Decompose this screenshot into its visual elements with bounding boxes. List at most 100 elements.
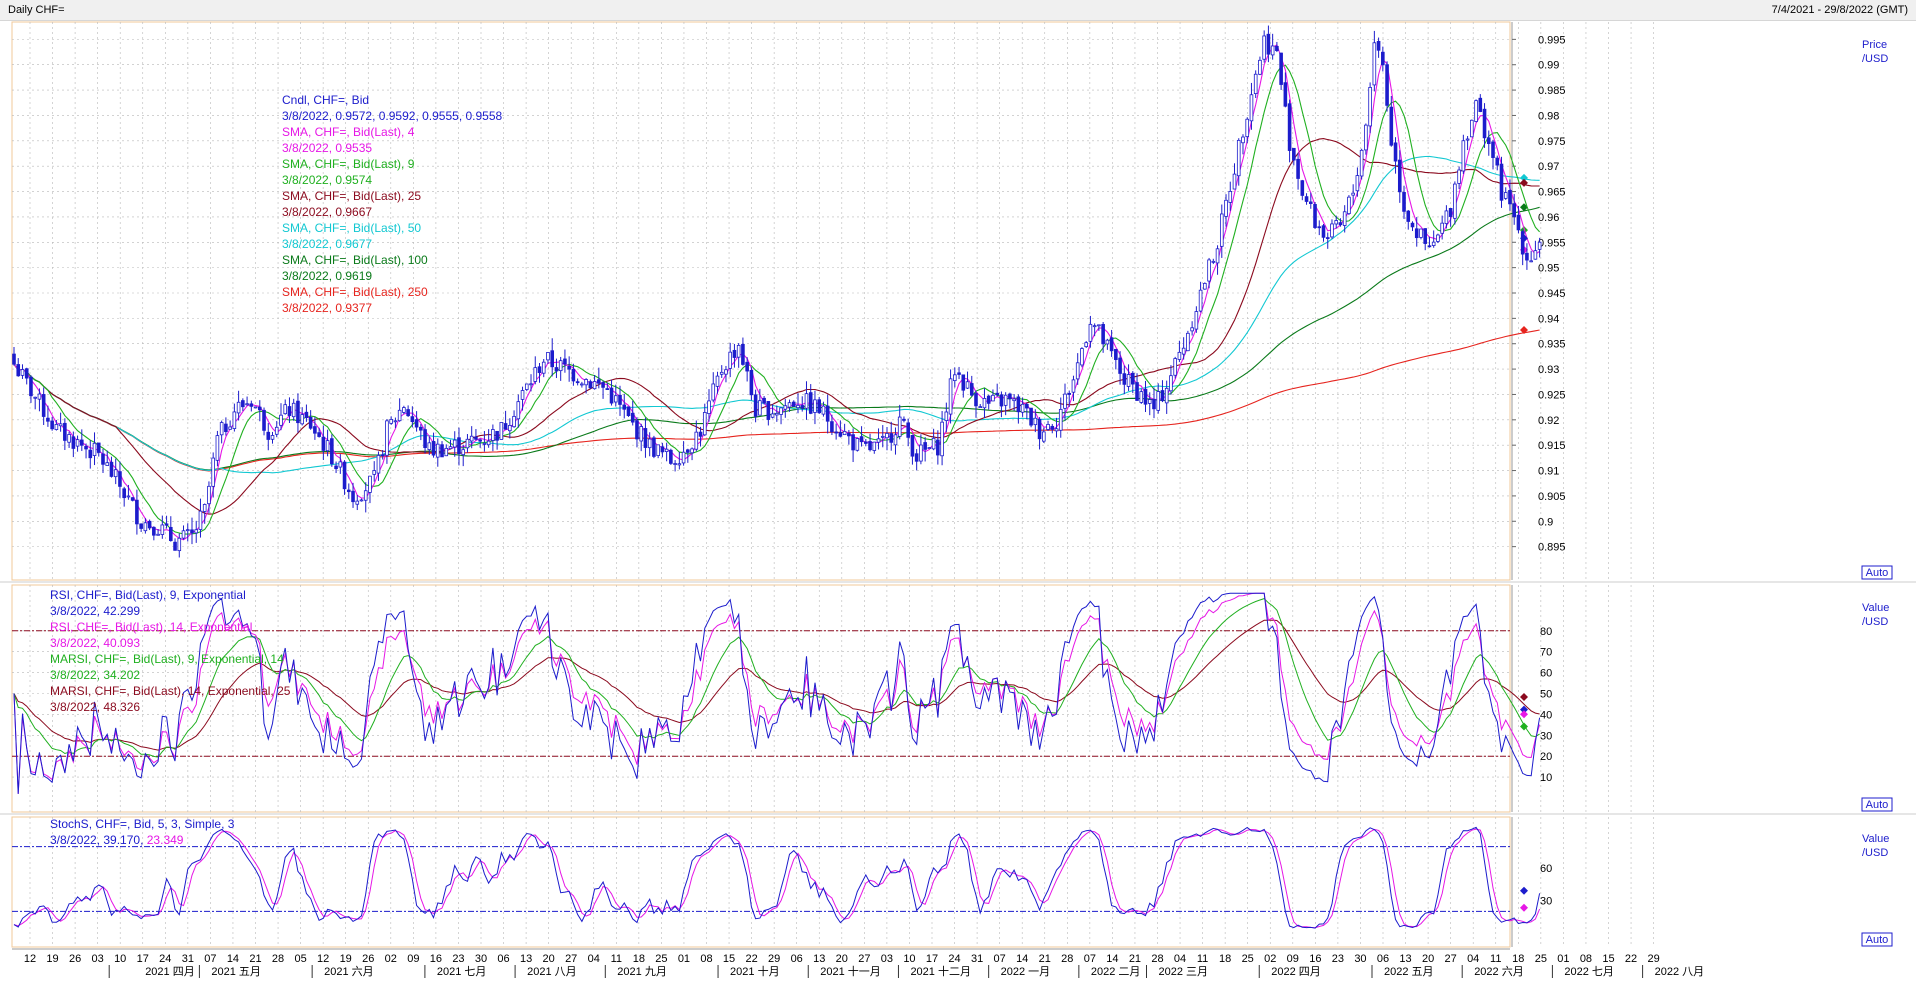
- candle-body: [262, 409, 266, 431]
- candle-body: [957, 372, 961, 375]
- legend-value: 3/8/2022, 0.9535: [282, 141, 372, 155]
- candle-body: [419, 426, 423, 431]
- candle-body: [855, 438, 860, 451]
- candle-body: [80, 439, 84, 446]
- candle-body: [1351, 192, 1355, 196]
- candle-body: [219, 422, 224, 436]
- candle-body: [563, 358, 567, 365]
- candle-body: [1101, 324, 1105, 345]
- x-tick-label: 23: [452, 953, 464, 965]
- x-tick-label: 16: [1309, 953, 1321, 965]
- x-tick-label: 15: [723, 953, 735, 965]
- candle-body: [664, 448, 669, 452]
- candle-body: [1283, 82, 1288, 107]
- x-tick-label: 14: [227, 953, 239, 965]
- candle-body: [770, 413, 775, 418]
- candle-body: [1296, 158, 1300, 179]
- candle-body: [1397, 159, 1402, 193]
- candle-body: [304, 411, 309, 419]
- candle-body: [1219, 213, 1224, 247]
- x-tick-label: 19: [340, 953, 352, 965]
- candle-body: [690, 448, 694, 454]
- y-tick-label: 40: [1540, 709, 1552, 721]
- legend-value: 3/8/2022, 48.326: [50, 700, 140, 714]
- x-tick-label: 14: [1106, 953, 1118, 965]
- auto-scale-label: Auto: [1866, 567, 1889, 579]
- candle-body: [728, 351, 732, 369]
- candle-body: [1287, 103, 1292, 151]
- candle-body: [669, 449, 673, 464]
- candle-body: [804, 393, 809, 409]
- candle-body: [270, 435, 275, 440]
- candle-body: [380, 454, 385, 457]
- x-tick-label: 19: [46, 953, 58, 965]
- candle-body: [1105, 339, 1110, 345]
- candle-body: [524, 383, 529, 390]
- candle-body: [1190, 327, 1194, 332]
- candle-body: [1164, 387, 1169, 404]
- x-tick-label: 14: [1016, 953, 1028, 965]
- candle-body: [660, 446, 665, 453]
- candle-body: [181, 530, 186, 539]
- x-tick-label: 25: [1242, 953, 1254, 965]
- candle-body: [393, 420, 398, 423]
- candle-body: [1300, 180, 1305, 196]
- candle-body: [67, 434, 71, 443]
- candle-body: [1194, 311, 1199, 330]
- candle-body: [1419, 228, 1423, 238]
- candle-body: [541, 361, 546, 374]
- candle-body: [766, 401, 771, 420]
- candle-body: [880, 435, 885, 438]
- candle-body: [1211, 260, 1216, 263]
- x-tick-label: 07: [204, 953, 216, 965]
- candle-body: [1258, 59, 1262, 75]
- legend-value-d: 23.349: [143, 833, 183, 847]
- x-tick-label: 13: [520, 953, 532, 965]
- candle-body: [999, 394, 1004, 407]
- y-tick-label: 0.97: [1538, 161, 1559, 173]
- y-tick-label: 0.9: [1538, 516, 1553, 528]
- y-axis-title: /USD: [1862, 616, 1888, 628]
- candle-body: [546, 352, 550, 361]
- x-tick-label: 12: [24, 953, 36, 965]
- candle-body: [1177, 351, 1182, 360]
- candle-body: [1097, 324, 1101, 327]
- candle-body: [414, 419, 419, 428]
- candle-body: [953, 374, 957, 382]
- candle-body: [444, 447, 449, 457]
- candle-body: [474, 436, 478, 440]
- candle-body: [1402, 192, 1406, 212]
- candle-body: [232, 411, 237, 429]
- candle-body: [325, 440, 330, 452]
- candle-body: [1008, 393, 1012, 400]
- y-tick-label: 0.935: [1538, 339, 1566, 351]
- candle-body: [613, 395, 618, 403]
- candle-body: [300, 414, 304, 425]
- candle-body: [1186, 332, 1190, 352]
- candle-body: [1084, 342, 1088, 348]
- candle-body: [1071, 379, 1076, 393]
- legend-value: 3/8/2022, 0.9377: [282, 301, 372, 315]
- month-label: 2021 七月: [437, 965, 487, 978]
- x-tick-label: 28: [1151, 953, 1163, 965]
- auto-scale-button-stoch: [1861, 932, 1893, 947]
- y-tick-label: 0.99: [1538, 60, 1559, 72]
- candle-body: [897, 416, 902, 437]
- stoch-d-line: [13, 828, 1541, 929]
- y-tick-label: 0.955: [1538, 237, 1566, 249]
- candle-body: [1529, 260, 1533, 263]
- x-tick-label: 20: [543, 953, 555, 965]
- candle-body: [961, 374, 966, 391]
- legend-value: 3/8/2022, 0.9667: [282, 205, 372, 219]
- sma25-line: [13, 138, 1540, 515]
- candle-body: [893, 434, 898, 446]
- x-tick-label: 17: [137, 953, 149, 965]
- x-tick-label: 06: [791, 953, 803, 965]
- candle-body: [291, 402, 296, 418]
- candle-body: [41, 394, 46, 417]
- candle-body: [1334, 220, 1339, 225]
- x-tick-label: 27: [858, 953, 870, 965]
- x-tick-label: 13: [1399, 953, 1411, 965]
- candle-body: [1486, 137, 1491, 145]
